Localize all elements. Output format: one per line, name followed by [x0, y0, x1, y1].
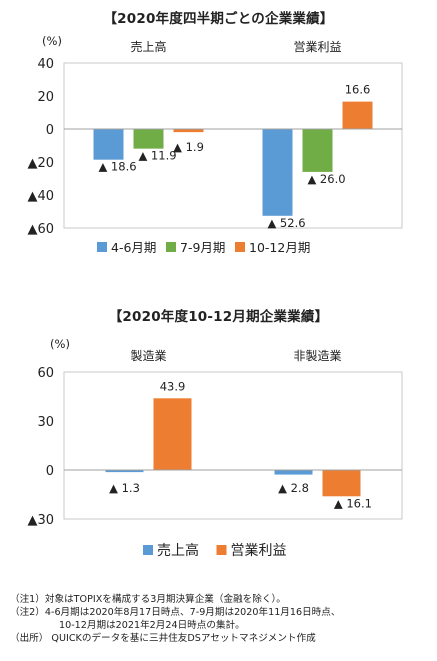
- data-label: ▲ 2.8: [278, 481, 309, 495]
- note-2: （注2）4-6月期は2020年8月17日時点、7-9月期は2020年11月16日…: [10, 607, 341, 618]
- chart2-title: 【2020年度10-12月期企業業績】: [108, 309, 329, 325]
- bar: [173, 129, 204, 133]
- legend-swatch: [143, 545, 153, 555]
- data-label: ▲ 18.6: [98, 160, 136, 174]
- bar: [133, 129, 164, 149]
- bar: [322, 470, 361, 497]
- y-tick-label: 0: [46, 123, 54, 138]
- y-tick-label: 30: [37, 415, 54, 430]
- y-tick-label: 40: [37, 57, 54, 72]
- chart1-title: 【2020年度四半期ごとの企業業績】: [103, 11, 334, 27]
- legend-label: 7-9月期: [180, 240, 225, 255]
- category-label: 売上高: [130, 39, 166, 54]
- chart1-svg: 40 20 0 ▲20 ▲40 ▲60 (%) 売上高 営業利益 ▲ 18.6▲ 11.9▲ 1.…: [27, 34, 403, 255]
- category-label: 製造業: [130, 349, 166, 363]
- category-label: 非製造業: [293, 349, 341, 363]
- note-2-cont: 10-12月期は2021年2月24日時点の集計。: [59, 620, 245, 631]
- y-tick-label: 0: [46, 464, 54, 479]
- bar: [105, 470, 144, 473]
- y-tick-label: ▲20: [27, 156, 54, 171]
- y-tick-label: ▲60: [27, 222, 54, 237]
- category-label: 営業利益: [293, 40, 341, 54]
- footnotes: （注1）対象はTOPIXを構成する3月期決算企業（金融を除く）。 （注2）4-6…: [10, 593, 435, 645]
- data-label: ▲ 11.9: [138, 149, 176, 163]
- legend-label: 営業利益: [231, 543, 287, 559]
- y-tick-label: 20: [37, 90, 54, 105]
- note-source: （出所） QUICKのデータを基に三井住友DSアセットマネジメント作成: [10, 633, 316, 644]
- plot-area: [63, 62, 403, 229]
- bar: [93, 129, 124, 160]
- unit-label: (%): [50, 337, 70, 351]
- y-tick-label: ▲40: [27, 189, 54, 204]
- plot-area: [63, 371, 403, 520]
- bar: [274, 470, 313, 475]
- data-label: ▲ 1.9: [173, 140, 204, 154]
- bar: [262, 129, 293, 216]
- legend-label: 4-6月期: [111, 240, 156, 255]
- legend-swatch: [166, 242, 176, 252]
- unit-label: (%): [42, 34, 62, 48]
- data-label: ▲ 26.0: [307, 172, 345, 186]
- bar: [302, 129, 333, 172]
- data-label: ▲ 16.1: [334, 496, 372, 510]
- data-label: ▲ 1.3: [109, 481, 140, 495]
- y-tick-label: ▲30: [27, 513, 54, 528]
- legend-swatch: [97, 242, 107, 252]
- bar: [342, 101, 373, 129]
- legend-swatch: [235, 242, 245, 252]
- bar: [153, 398, 192, 470]
- legend-swatch: [216, 545, 227, 555]
- y-tick-label: 60: [37, 366, 54, 381]
- data-label: ▲ 52.6: [267, 216, 305, 230]
- legend-label: 売上高: [157, 542, 199, 559]
- legend-label: 10-12月期: [249, 240, 310, 255]
- data-label: 43.9: [160, 379, 186, 393]
- note-1: （注1）対象はTOPIXを構成する3月期決算企業（金融を除く）。: [10, 594, 286, 605]
- chart2-svg: 60 30 0 ▲30 (%) 製造業 非製造業 ▲ 1.3 43.9 ▲ 2.8 ▲ 16.1 売上…: [27, 337, 403, 559]
- data-label: 16.6: [345, 83, 371, 97]
